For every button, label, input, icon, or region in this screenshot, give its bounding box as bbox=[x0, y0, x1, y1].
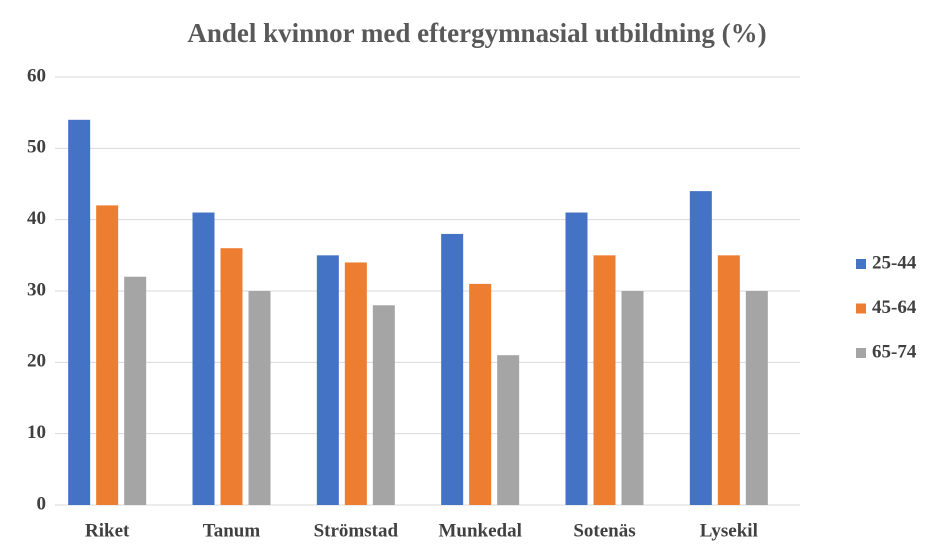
legend-label: 65-74 bbox=[872, 341, 917, 362]
y-tick-label: 60 bbox=[27, 65, 46, 86]
x-tick-label: Tanum bbox=[203, 520, 261, 541]
x-tick-label: Lysekil bbox=[700, 520, 758, 541]
x-tick-label: Strömstad bbox=[314, 520, 399, 541]
x-tick-label: Munkedal bbox=[438, 520, 521, 541]
x-tick-label: Sotenäs bbox=[573, 520, 635, 541]
bar bbox=[220, 248, 243, 505]
bar bbox=[248, 291, 271, 505]
bar bbox=[593, 255, 616, 505]
legend-swatch bbox=[856, 259, 866, 269]
legend-label: 45-64 bbox=[872, 297, 917, 318]
bar bbox=[316, 255, 339, 505]
bar bbox=[689, 191, 712, 505]
bar bbox=[124, 276, 147, 505]
bar bbox=[192, 212, 215, 506]
bar bbox=[621, 291, 644, 505]
bar bbox=[717, 255, 740, 505]
y-tick-label: 30 bbox=[27, 279, 46, 300]
bar bbox=[497, 355, 520, 505]
legend-swatch bbox=[856, 348, 866, 358]
y-tick-label: 0 bbox=[37, 493, 47, 514]
chart-title: Andel kvinnor med eftergymnasial utbildn… bbox=[187, 18, 766, 48]
x-tick-label: Riket bbox=[85, 520, 130, 541]
legend-swatch bbox=[856, 303, 866, 314]
bar bbox=[469, 283, 492, 505]
bar bbox=[441, 233, 464, 505]
y-tick-label: 20 bbox=[27, 351, 46, 372]
bar bbox=[344, 262, 367, 505]
bar bbox=[565, 212, 588, 506]
y-tick-label: 40 bbox=[27, 208, 46, 229]
bar bbox=[745, 291, 768, 505]
y-tick-label: 50 bbox=[27, 137, 46, 158]
bar bbox=[96, 205, 119, 505]
y-tick-label: 10 bbox=[27, 422, 46, 443]
legend-label: 25-44 bbox=[872, 252, 917, 273]
bar bbox=[68, 119, 91, 506]
bar bbox=[372, 305, 395, 505]
